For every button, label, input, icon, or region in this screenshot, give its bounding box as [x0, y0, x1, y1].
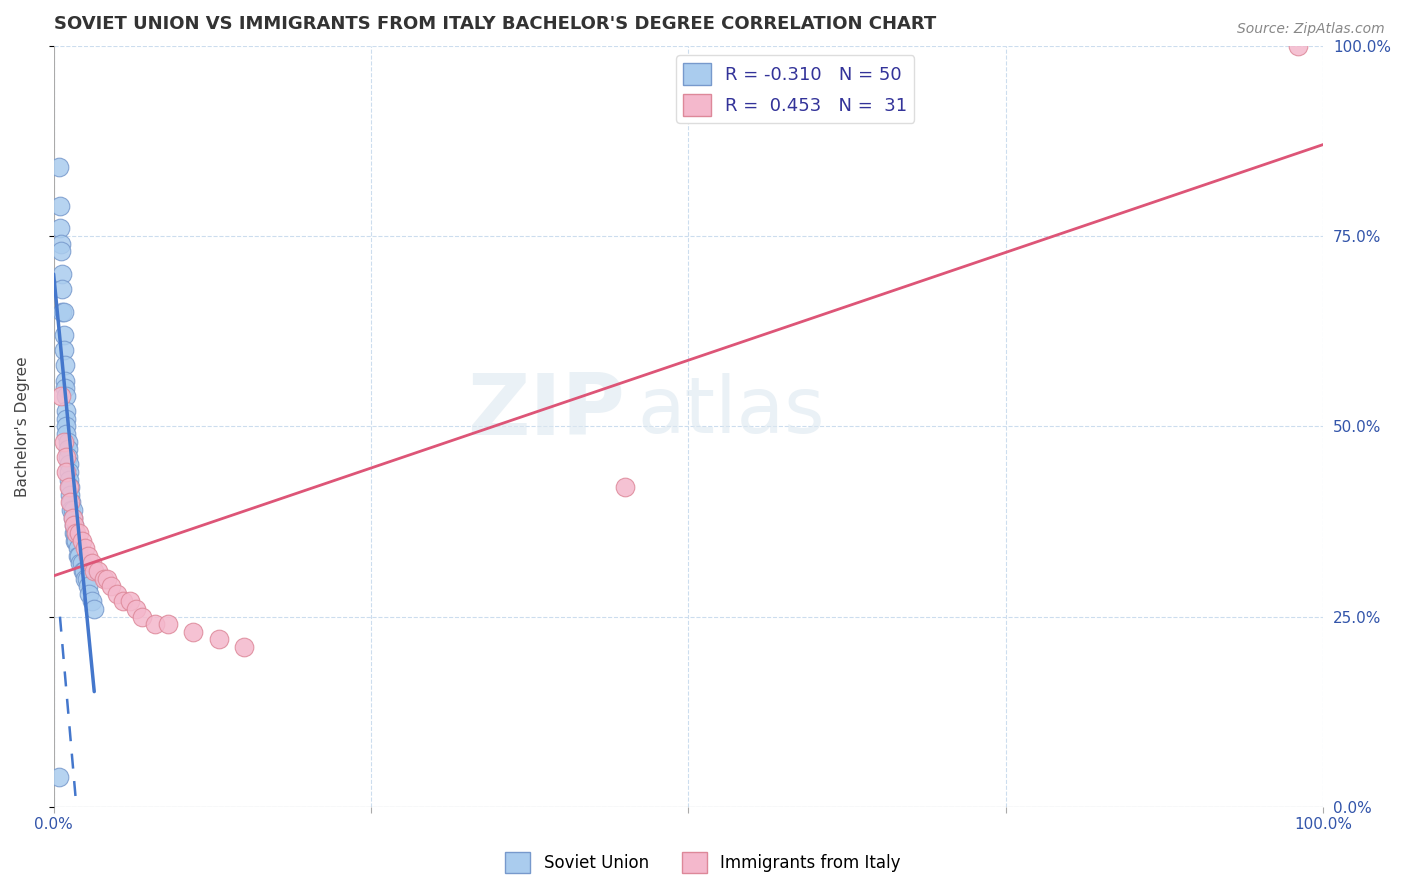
- Point: [59, 488, 82, 502]
- Point: [51, 244, 73, 259]
- Point: [51, 267, 73, 281]
- Point: [76, 572, 98, 586]
- Point: [58, 480, 80, 494]
- Point: [58, 465, 80, 479]
- Point: [66, 549, 89, 563]
- Point: [48, 770, 70, 784]
- Legend: Soviet Union, Immigrants from Italy: Soviet Union, Immigrants from Italy: [499, 846, 907, 880]
- Point: [62, 510, 84, 524]
- Point: [55, 389, 77, 403]
- Point: [73, 564, 96, 578]
- Point: [49, 198, 72, 212]
- Point: [67, 549, 90, 563]
- Point: [131, 609, 153, 624]
- Point: [96, 572, 118, 586]
- Point: [67, 525, 90, 540]
- Point: [63, 518, 86, 533]
- Point: [59, 495, 82, 509]
- Point: [63, 533, 86, 548]
- Point: [60, 495, 83, 509]
- Point: [87, 564, 110, 578]
- Point: [1286, 38, 1309, 53]
- Point: [62, 503, 84, 517]
- Point: [53, 381, 76, 395]
- Point: [233, 640, 256, 654]
- Point: [181, 624, 204, 639]
- Point: [52, 343, 75, 358]
- Point: [112, 594, 135, 608]
- Point: [100, 579, 122, 593]
- Point: [51, 389, 73, 403]
- Point: [56, 450, 79, 464]
- Point: [75, 572, 97, 586]
- Text: ZIP: ZIP: [467, 369, 624, 452]
- Point: [55, 419, 77, 434]
- Point: [208, 632, 231, 647]
- Point: [105, 587, 128, 601]
- Point: [75, 541, 97, 556]
- Point: [51, 282, 73, 296]
- Point: [80, 557, 103, 571]
- Point: [56, 442, 79, 457]
- Point: [55, 411, 77, 425]
- Point: [58, 458, 80, 472]
- Point: [58, 473, 80, 487]
- Text: Source: ZipAtlas.com: Source: ZipAtlas.com: [1237, 22, 1385, 37]
- Point: [63, 525, 86, 540]
- Point: [69, 557, 91, 571]
- Point: [55, 450, 77, 464]
- Text: atlas: atlas: [638, 373, 825, 449]
- Point: [70, 533, 93, 548]
- Point: [62, 510, 84, 524]
- Point: [65, 525, 87, 540]
- Point: [52, 434, 75, 449]
- Point: [143, 617, 166, 632]
- Point: [55, 404, 77, 418]
- Point: [72, 564, 94, 578]
- Point: [125, 602, 148, 616]
- Point: [77, 587, 100, 601]
- Point: [77, 549, 100, 563]
- Point: [53, 374, 76, 388]
- Legend: R = -0.310   N = 50, R =  0.453   N =  31: R = -0.310 N = 50, R = 0.453 N = 31: [676, 55, 914, 123]
- Point: [118, 594, 141, 608]
- Point: [56, 434, 79, 449]
- Point: [613, 480, 636, 494]
- Point: [63, 518, 86, 533]
- Point: [60, 503, 83, 517]
- Point: [80, 594, 103, 608]
- Point: [156, 617, 179, 632]
- Point: [83, 564, 105, 578]
- Point: [65, 533, 87, 548]
- Point: [55, 465, 77, 479]
- Y-axis label: Bachelor's Degree: Bachelor's Degree: [15, 356, 30, 497]
- Point: [70, 557, 93, 571]
- Point: [48, 161, 70, 175]
- Point: [63, 525, 86, 540]
- Point: [53, 359, 76, 373]
- Point: [51, 236, 73, 251]
- Point: [93, 572, 115, 586]
- Point: [83, 602, 105, 616]
- Point: [52, 305, 75, 319]
- Point: [77, 579, 100, 593]
- Point: [51, 305, 73, 319]
- Point: [66, 541, 89, 556]
- Point: [49, 221, 72, 235]
- Point: [59, 480, 82, 494]
- Point: [52, 328, 75, 343]
- Text: SOVIET UNION VS IMMIGRANTS FROM ITALY BACHELOR'S DEGREE CORRELATION CHART: SOVIET UNION VS IMMIGRANTS FROM ITALY BA…: [53, 15, 936, 33]
- Point: [55, 426, 77, 441]
